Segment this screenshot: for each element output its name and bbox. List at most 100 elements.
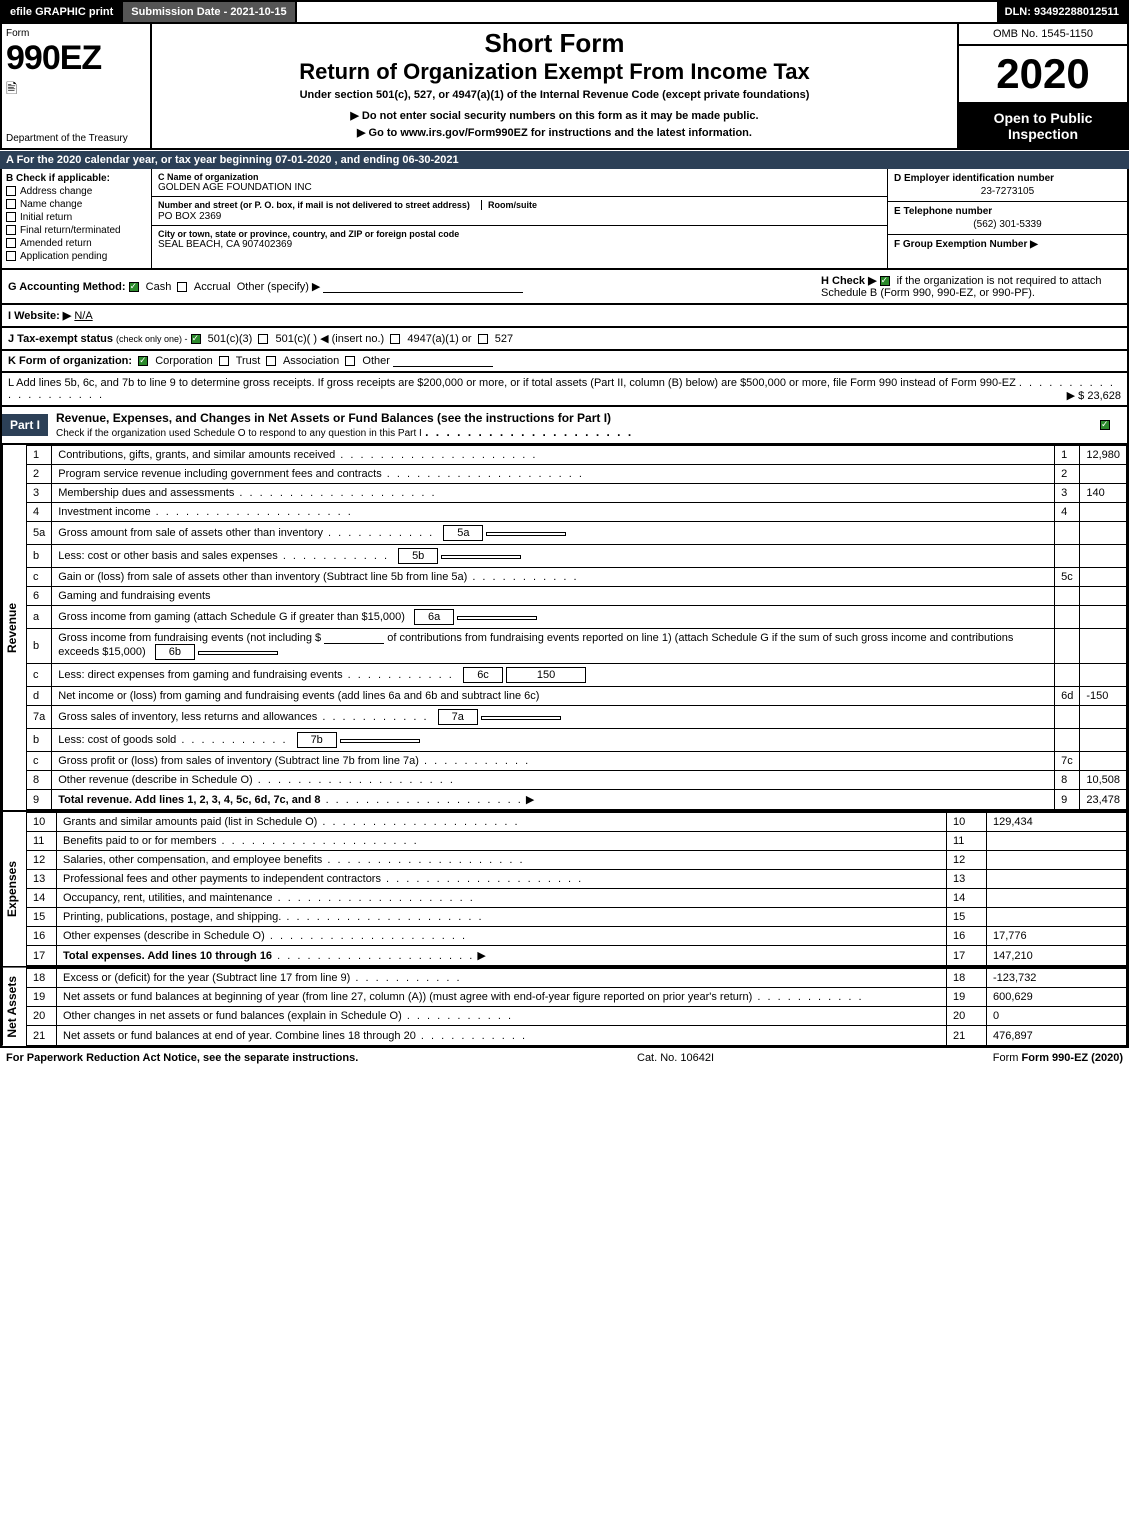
form-number: 990EZ xyxy=(6,39,146,78)
open-to-public: Open to Public Inspection xyxy=(959,104,1127,148)
goto-link[interactable]: ▶ Go to www.irs.gov/Form990EZ for instru… xyxy=(160,126,949,139)
line-6c-sub: 6c xyxy=(463,667,503,683)
efile-print-button[interactable]: efile GRAPHIC print xyxy=(2,2,123,22)
chk-other-org[interactable] xyxy=(345,356,355,366)
omb-number: OMB No. 1545-1150 xyxy=(959,24,1127,46)
line-13-amt xyxy=(987,870,1127,889)
other-org-input[interactable] xyxy=(393,355,493,367)
line-6-desc: Gaming and fundraising events xyxy=(52,587,1055,606)
chk-cash[interactable] xyxy=(129,282,139,292)
submission-date-button[interactable]: Submission Date - 2021-10-15 xyxy=(123,2,296,22)
tax-exempt-label: J Tax-exempt status xyxy=(8,333,113,345)
line-19-desc: Net assets or fund balances at beginning… xyxy=(57,988,947,1007)
line-6d: dNet income or (loss) from gaming and fu… xyxy=(27,687,1127,706)
box-i: I Website: ▶ N/A xyxy=(0,305,1129,328)
line-7a-sub: 7a xyxy=(438,709,478,725)
tax-period-bar: A For the 2020 calendar year, or tax yea… xyxy=(0,150,1129,169)
efile-icon: 🖹 xyxy=(6,78,146,102)
line-7a-desc: Gross sales of inventory, less returns a… xyxy=(58,711,428,723)
line-12-desc: Salaries, other compensation, and employ… xyxy=(57,851,947,870)
line-10-desc: Grants and similar amounts paid (list in… xyxy=(57,813,947,832)
box-e: E Telephone number (562) 301-5339 xyxy=(888,202,1127,235)
opt-4947: 4947(a)(1) or xyxy=(407,333,471,345)
line-7c: cGross profit or (loss) from sales of in… xyxy=(27,752,1127,771)
form-of-org-label: K Form of organization: xyxy=(8,355,132,367)
line-5a-val xyxy=(486,532,566,536)
chk-initial-return-label: Initial return xyxy=(20,212,72,223)
chk-application-pending[interactable]: Application pending xyxy=(6,251,147,262)
line-6: 6Gaming and fundraising events xyxy=(27,587,1127,606)
chk-schedule-b-not-required[interactable] xyxy=(880,276,890,286)
phone-value: (562) 301-5339 xyxy=(894,217,1121,230)
box-def: D Employer identification number 23-7273… xyxy=(887,169,1127,268)
line-20-amt: 0 xyxy=(987,1007,1127,1026)
line-14-amt xyxy=(987,889,1127,908)
chk-527[interactable] xyxy=(478,334,488,344)
chk-4947[interactable] xyxy=(390,334,400,344)
line-14-desc: Occupancy, rent, utilities, and maintena… xyxy=(57,889,947,908)
box-l-text: L Add lines 5b, 6c, and 7b to line 9 to … xyxy=(8,377,1016,389)
part1-header: Part I Revenue, Expenses, and Changes in… xyxy=(0,407,1129,445)
part1-schedule-o-check[interactable] xyxy=(1087,419,1127,431)
accounting-method-label: G Accounting Method: xyxy=(8,281,126,293)
opt-501c: 501(c)( ) ◀ (insert no.) xyxy=(275,333,384,345)
opt-527: 527 xyxy=(495,333,513,345)
line-5a-desc: Gross amount from sale of assets other t… xyxy=(58,527,434,539)
line-6c-val: 150 xyxy=(506,667,586,683)
net-assets-section: Net Assets 18Excess or (deficit) for the… xyxy=(0,968,1129,1048)
line-17: 17Total expenses. Add lines 10 through 1… xyxy=(27,946,1127,966)
line-18-desc: Excess or (deficit) for the year (Subtra… xyxy=(57,969,947,988)
part1-sub-text: Check if the organization used Schedule … xyxy=(56,428,422,439)
addr-label: Number and street (or P. O. box, if mail… xyxy=(158,200,470,210)
part1-title-text: Revenue, Expenses, and Changes in Net As… xyxy=(56,411,611,425)
short-form-title: Short Form xyxy=(160,28,949,59)
form-number-cell: Form 990EZ 🖹 Department of the Treasury xyxy=(2,24,152,148)
line-3-desc: Membership dues and assessments xyxy=(52,484,1055,503)
line-5c-desc: Gain or (loss) from sale of assets other… xyxy=(52,568,1055,587)
top-bar: efile GRAPHIC print Submission Date - 20… xyxy=(0,0,1129,24)
line-16-amt: 17,776 xyxy=(987,927,1127,946)
line-15: 15Printing, publications, postage, and s… xyxy=(27,908,1127,927)
line-11-desc: Benefits paid to or for members xyxy=(57,832,947,851)
other-specify-input[interactable] xyxy=(323,281,523,293)
net-assets-table: 18Excess or (deficit) for the year (Subt… xyxy=(26,968,1127,1046)
line-19-amt: 600,629 xyxy=(987,988,1127,1007)
line-2: 2Program service revenue including gover… xyxy=(27,465,1127,484)
chk-corporation[interactable] xyxy=(138,356,148,366)
chk-final-return[interactable]: Final return/terminated xyxy=(6,225,147,236)
line-12: 12Salaries, other compensation, and empl… xyxy=(27,851,1127,870)
line-6b: bGross income from fundraising events (n… xyxy=(27,629,1127,664)
chk-association[interactable] xyxy=(266,356,276,366)
website-value: N/A xyxy=(74,310,92,322)
chk-address-change[interactable]: Address change xyxy=(6,186,147,197)
chk-initial-return[interactable]: Initial return xyxy=(6,212,147,223)
chk-name-change[interactable]: Name change xyxy=(6,199,147,210)
line-5c: cGain or (loss) from sale of assets othe… xyxy=(27,568,1127,587)
chk-trust[interactable] xyxy=(219,356,229,366)
line-2-desc: Program service revenue including govern… xyxy=(52,465,1055,484)
box-gh: G Accounting Method: Cash Accrual Other … xyxy=(0,270,1129,305)
revenue-table: 1Contributions, gifts, grants, and simil… xyxy=(26,445,1127,810)
chk-accrual[interactable] xyxy=(177,282,187,292)
line-21-amt: 476,897 xyxy=(987,1026,1127,1045)
part1-title: Revenue, Expenses, and Changes in Net As… xyxy=(48,407,1087,443)
ein-label: D Employer identification number xyxy=(894,173,1121,184)
chk-amended-return[interactable]: Amended return xyxy=(6,238,147,249)
chk-501c3[interactable] xyxy=(191,334,201,344)
line-5a-sub: 5a xyxy=(443,525,483,541)
chk-501c[interactable] xyxy=(258,334,268,344)
dln-label: DLN: 93492288012511 xyxy=(997,2,1127,22)
line-6b-blank xyxy=(324,632,384,644)
line-13: 13Professional fees and other payments t… xyxy=(27,870,1127,889)
gross-receipts-amt: ▶ $ 23,628 xyxy=(1067,389,1121,402)
form-ref-text: Form 990-EZ (2020) xyxy=(1022,1052,1123,1064)
line-9: 9Total revenue. Add lines 1, 2, 3, 4, 5c… xyxy=(27,790,1127,810)
line-7b: bLess: cost of goods sold 7b xyxy=(27,729,1127,752)
line-5b: bLess: cost or other basis and sales exp… xyxy=(27,545,1127,568)
chk-amended-return-label: Amended return xyxy=(20,238,92,249)
line-7a-val xyxy=(481,716,561,720)
entity-info-grid: B Check if applicable: Address change Na… xyxy=(0,169,1129,270)
part1-label: Part I xyxy=(2,414,48,436)
line-3-amt: 140 xyxy=(1080,484,1127,503)
line-6a: aGross income from gaming (attach Schedu… xyxy=(27,606,1127,629)
